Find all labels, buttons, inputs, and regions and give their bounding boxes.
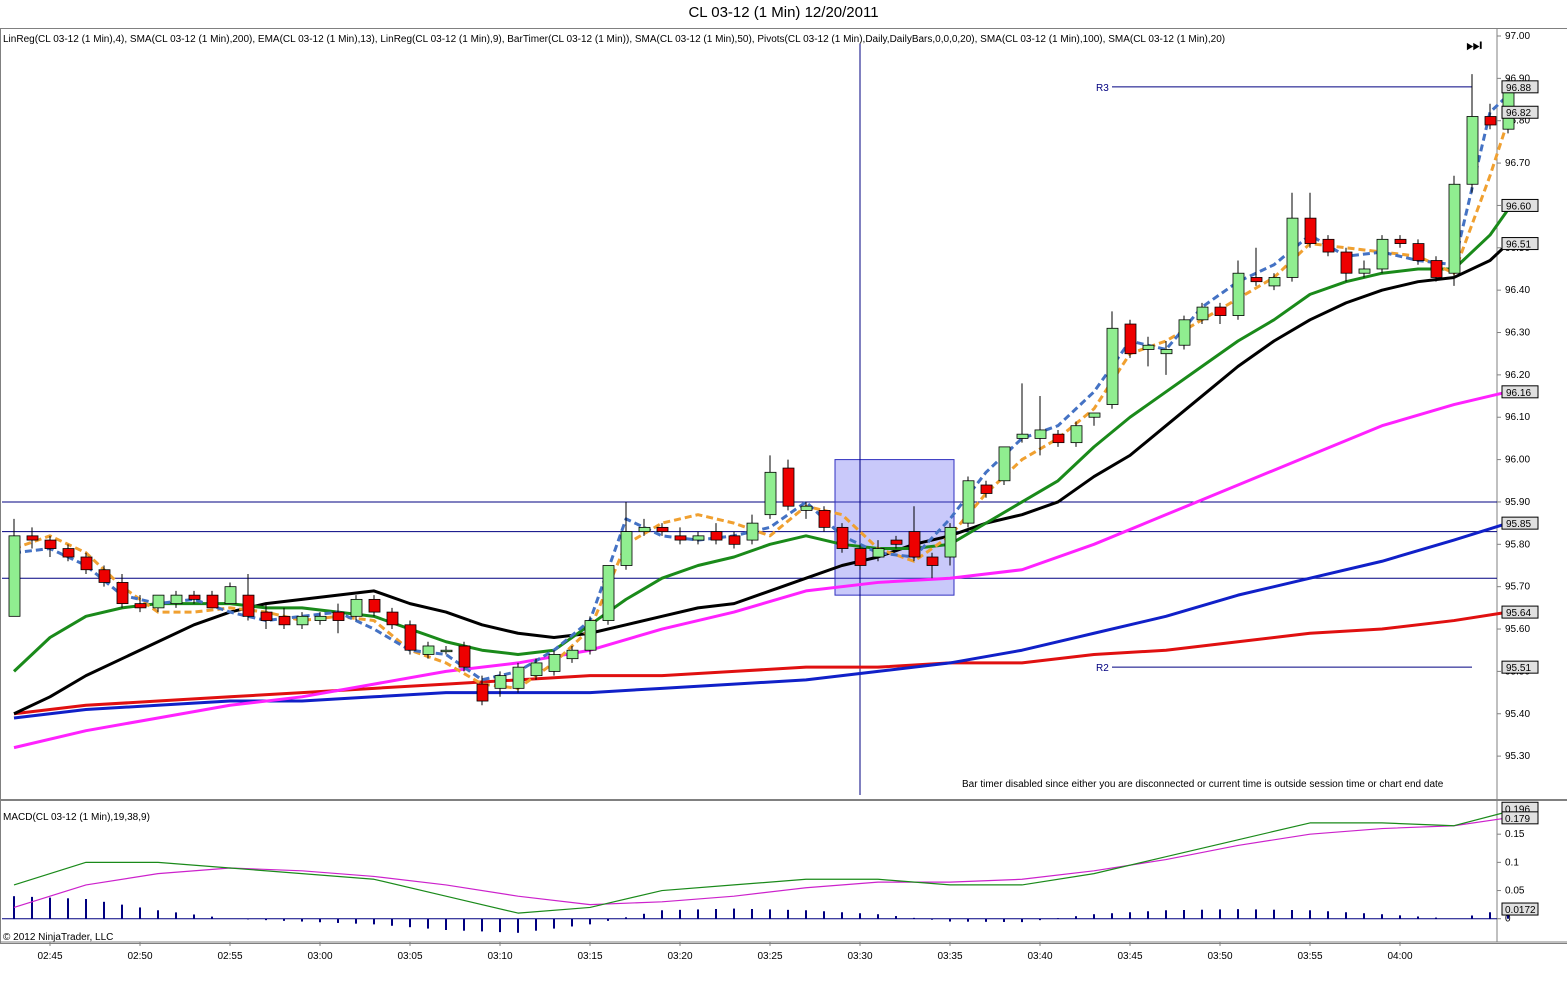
x-tick-label: 04:00	[1387, 951, 1412, 962]
macd-label: MACD(CL 03-12 (1 Min),19,38,9)	[3, 812, 150, 823]
x-tick-label: 03:40	[1027, 951, 1052, 962]
x-tick-label: 03:55	[1297, 951, 1322, 962]
x-tick-label: 03:50	[1207, 951, 1232, 962]
bar-timer-message: Bar timer disabled since either you are …	[962, 779, 1444, 790]
x-tick-label: 02:55	[217, 951, 242, 962]
x-tick-label: 02:50	[127, 951, 152, 962]
indicators-label: LinReg(CL 03-12 (1 Min),4), SMA(CL 03-12…	[3, 34, 1226, 45]
macd-panel[interactable]	[0, 800, 1567, 944]
price-panel[interactable]	[0, 28, 1567, 800]
x-tick-label: 03:45	[1117, 951, 1142, 962]
chart-title: CL 03-12 (1 Min) 12/20/2011	[688, 4, 879, 21]
x-tick-label: 03:00	[307, 951, 332, 962]
x-tick-label: 03:30	[847, 951, 872, 962]
x-tick-label: 03:35	[937, 951, 962, 962]
x-tick-label: 03:25	[757, 951, 782, 962]
go-to-end-icon[interactable]: ⏭	[1466, 35, 1483, 55]
x-tick-label: 03:05	[397, 951, 422, 962]
x-tick-label: 02:45	[37, 951, 62, 962]
x-tick-label: 03:15	[577, 951, 602, 962]
x-tick-label: 03:20	[667, 951, 692, 962]
copyright-text: © 2012 NinjaTrader, LLC	[3, 932, 114, 943]
x-tick-label: 03:10	[487, 951, 512, 962]
